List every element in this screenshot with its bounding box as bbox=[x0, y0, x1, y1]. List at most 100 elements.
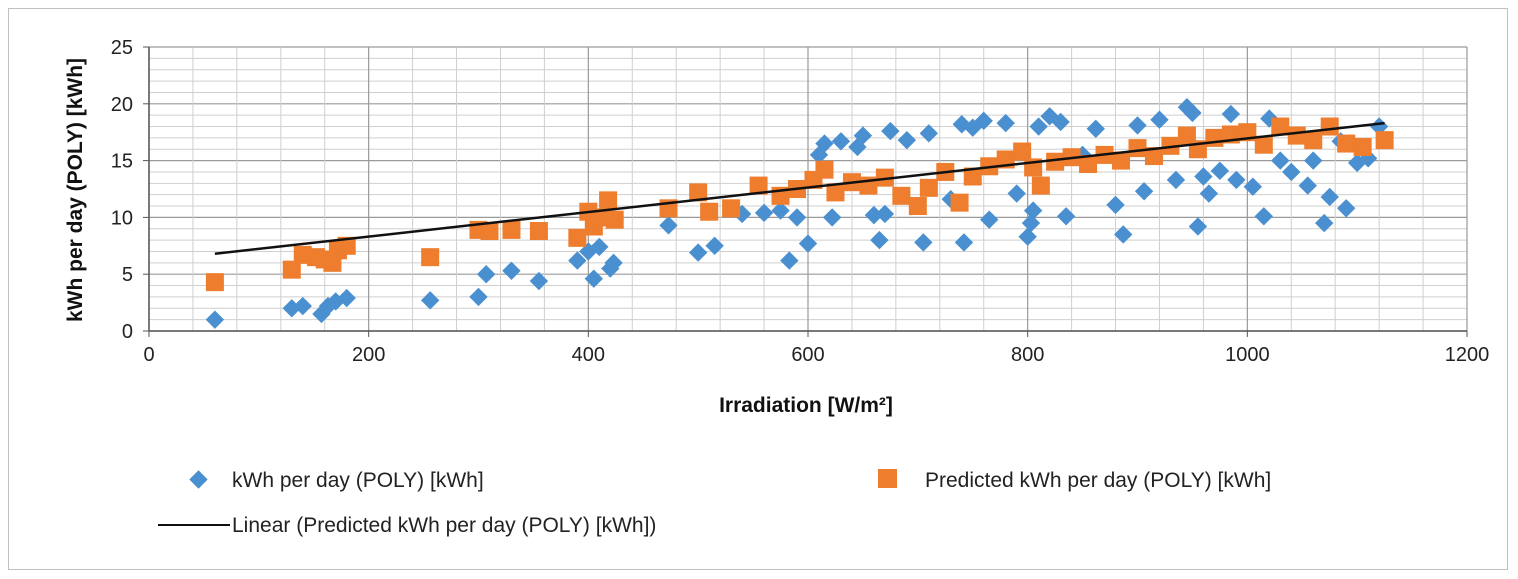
data-point-actual bbox=[864, 205, 884, 225]
y-tick-label: 5 bbox=[122, 264, 133, 286]
data-point-actual bbox=[529, 271, 549, 291]
trendline bbox=[214, 121, 1385, 255]
data-point-predicted bbox=[568, 228, 587, 247]
data-point-actual bbox=[914, 233, 933, 252]
data-point-actual bbox=[1227, 170, 1246, 190]
data-point-predicted bbox=[689, 183, 708, 202]
data-point-actual bbox=[980, 210, 999, 229]
data-point-actual bbox=[875, 204, 895, 224]
data-point-actual bbox=[688, 243, 708, 262]
data-point-predicted bbox=[1144, 147, 1163, 166]
legend-label-predicted: Predicted kWh per day (POLY) [kWh] bbox=[925, 469, 1271, 492]
data-point-predicted bbox=[1254, 135, 1273, 154]
data-point-predicted bbox=[963, 167, 982, 186]
data-point-actual bbox=[870, 230, 889, 250]
data-point-predicted bbox=[1304, 131, 1323, 150]
legend: kWh per day (POLY) [kWh] Predicted kWh p… bbox=[158, 469, 1271, 537]
data-point-actual bbox=[659, 216, 678, 235]
data-point-actual bbox=[1320, 187, 1339, 207]
legend-item-actual: kWh per day (POLY) [kWh] bbox=[189, 469, 484, 492]
data-point-actual bbox=[1128, 116, 1147, 135]
data-point-actual bbox=[337, 288, 356, 308]
data-point-predicted bbox=[1205, 128, 1224, 147]
data-point-predicted bbox=[1013, 142, 1032, 161]
data-point-actual bbox=[590, 237, 609, 257]
data-point-predicted bbox=[1320, 117, 1339, 136]
data-point-predicted bbox=[502, 220, 521, 239]
data-point-actual bbox=[1188, 217, 1208, 236]
data-point-predicted bbox=[722, 199, 741, 218]
data-point-actual bbox=[1056, 207, 1076, 226]
data-point-predicted bbox=[749, 176, 768, 195]
data-point-predicted bbox=[875, 168, 894, 187]
data-point-predicted bbox=[1353, 137, 1372, 156]
data-point-actual bbox=[897, 130, 917, 150]
data-point-actual bbox=[1086, 119, 1105, 138]
data-point-actual bbox=[1183, 103, 1202, 123]
data-point-actual bbox=[1150, 110, 1169, 129]
x-axis-title: Irradiation [W/m²] bbox=[719, 394, 893, 417]
data-point-actual bbox=[1166, 170, 1186, 190]
y-tick-label: 10 bbox=[111, 207, 133, 229]
data-point-actual bbox=[1018, 227, 1037, 246]
x-tick-label: 1200 bbox=[1445, 344, 1490, 366]
data-point-actual bbox=[822, 208, 842, 227]
data-point-predicted bbox=[1177, 126, 1196, 145]
data-point-actual bbox=[1194, 167, 1213, 186]
data-point-actual bbox=[771, 201, 790, 220]
data-point-predicted bbox=[421, 248, 440, 267]
data-point-actual bbox=[996, 113, 1015, 133]
data-point-predicted bbox=[1271, 117, 1290, 136]
legend-square-marker bbox=[878, 469, 897, 488]
data-point-predicted bbox=[337, 236, 356, 255]
legend-item-trendline: Linear (Predicted kWh per day (POLY) [kW… bbox=[158, 514, 656, 537]
data-point-predicted bbox=[282, 260, 301, 279]
data-point-actual bbox=[919, 124, 939, 143]
legend-label-actual: kWh per day (POLY) [kWh] bbox=[232, 469, 484, 492]
data-point-actual bbox=[1199, 184, 1219, 203]
data-point-predicted bbox=[700, 202, 719, 221]
y-tick-label: 0 bbox=[122, 321, 133, 343]
data-point-actual bbox=[476, 265, 496, 284]
data-point-actual bbox=[1221, 104, 1241, 124]
y-tick-label: 25 bbox=[111, 37, 133, 59]
plot-area bbox=[205, 98, 1394, 329]
data-point-actual bbox=[293, 296, 312, 316]
data-point-actual bbox=[1007, 184, 1026, 203]
data-point-actual bbox=[502, 261, 521, 280]
data-point-predicted bbox=[605, 210, 624, 229]
x-tick-label: 1000 bbox=[1225, 344, 1270, 366]
data-point-actual bbox=[1304, 151, 1323, 170]
chart-frame bbox=[8, 8, 1508, 570]
legend-diamond-marker bbox=[189, 470, 208, 489]
data-point-actual bbox=[798, 234, 818, 253]
data-point-actual bbox=[1134, 182, 1154, 201]
data-point-predicted bbox=[1287, 126, 1306, 145]
data-point-actual bbox=[1298, 176, 1317, 195]
data-point-predicted bbox=[826, 183, 845, 202]
x-tick-label: 400 bbox=[572, 344, 605, 366]
data-point-actual bbox=[787, 208, 807, 227]
data-point-predicted bbox=[908, 197, 927, 216]
grid bbox=[148, 46, 1468, 332]
data-point-actual bbox=[853, 126, 873, 145]
data-point-predicted bbox=[1337, 134, 1356, 153]
y-axis-title: kWh per day (POLY) [kWh] bbox=[64, 58, 87, 322]
data-point-actual bbox=[1021, 213, 1041, 233]
data-point-actual bbox=[568, 251, 587, 270]
data-point-actual bbox=[584, 269, 604, 288]
data-point-actual bbox=[205, 310, 225, 329]
data-point-actual bbox=[1336, 199, 1356, 218]
data-point-actual bbox=[1106, 195, 1125, 215]
data-point-actual bbox=[974, 111, 993, 131]
data-point-predicted bbox=[480, 222, 499, 241]
data-point-actual bbox=[1282, 162, 1301, 182]
data-point-actual bbox=[469, 287, 488, 307]
data-point-actual bbox=[815, 134, 834, 153]
data-point-predicted bbox=[1046, 152, 1065, 171]
data-point-actual bbox=[1210, 161, 1230, 181]
data-point-predicted bbox=[1375, 131, 1394, 150]
data-point-actual bbox=[1271, 151, 1290, 170]
data-point-predicted bbox=[892, 186, 911, 205]
